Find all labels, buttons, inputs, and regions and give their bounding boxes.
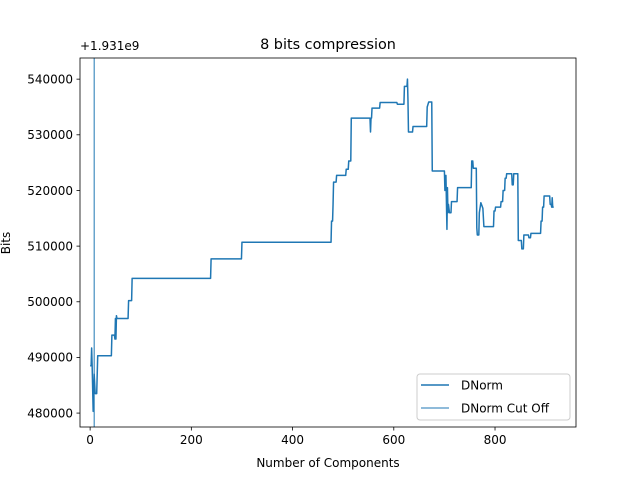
legend: DNorm DNorm Cut Off [416,373,571,421]
series-group [90,58,554,427]
legend-box [416,373,571,421]
legend-label-dnorm: DNorm [461,379,503,393]
plot-area [90,58,554,427]
y-tick-label: 500000 [27,295,73,309]
y-tick-label: 490000 [27,351,73,365]
x-axis-label: Number of Components [256,456,399,470]
x-tick-label: 0 [86,433,94,447]
x-tick-label: 800 [484,433,507,447]
y-tick-label: 480000 [27,406,73,420]
y-tick-label: 510000 [27,239,73,253]
chart-title: 8 bits compression [260,37,396,53]
x-tick-label: 200 [180,433,203,447]
y-axis-label: Bits [0,232,13,255]
y-tick-label: 520000 [27,184,73,198]
series-line-dnorm [90,78,554,413]
y-tick-label: 530000 [27,128,73,142]
legend-label-dnorm-cut-off: DNorm Cut Off [461,402,550,416]
y-axis: 480000 490000 500000 510000 520000 530000 5400… [27,72,80,420]
x-tick-label: 400 [281,433,304,447]
x-tick-label: 600 [382,433,405,447]
axes-frame [79,57,577,428]
y-axis-offset-text: +1.931e9 [80,39,139,53]
y-tick-label: 540000 [27,72,73,86]
x-axis: 0 200 400 600 800 [86,427,506,447]
